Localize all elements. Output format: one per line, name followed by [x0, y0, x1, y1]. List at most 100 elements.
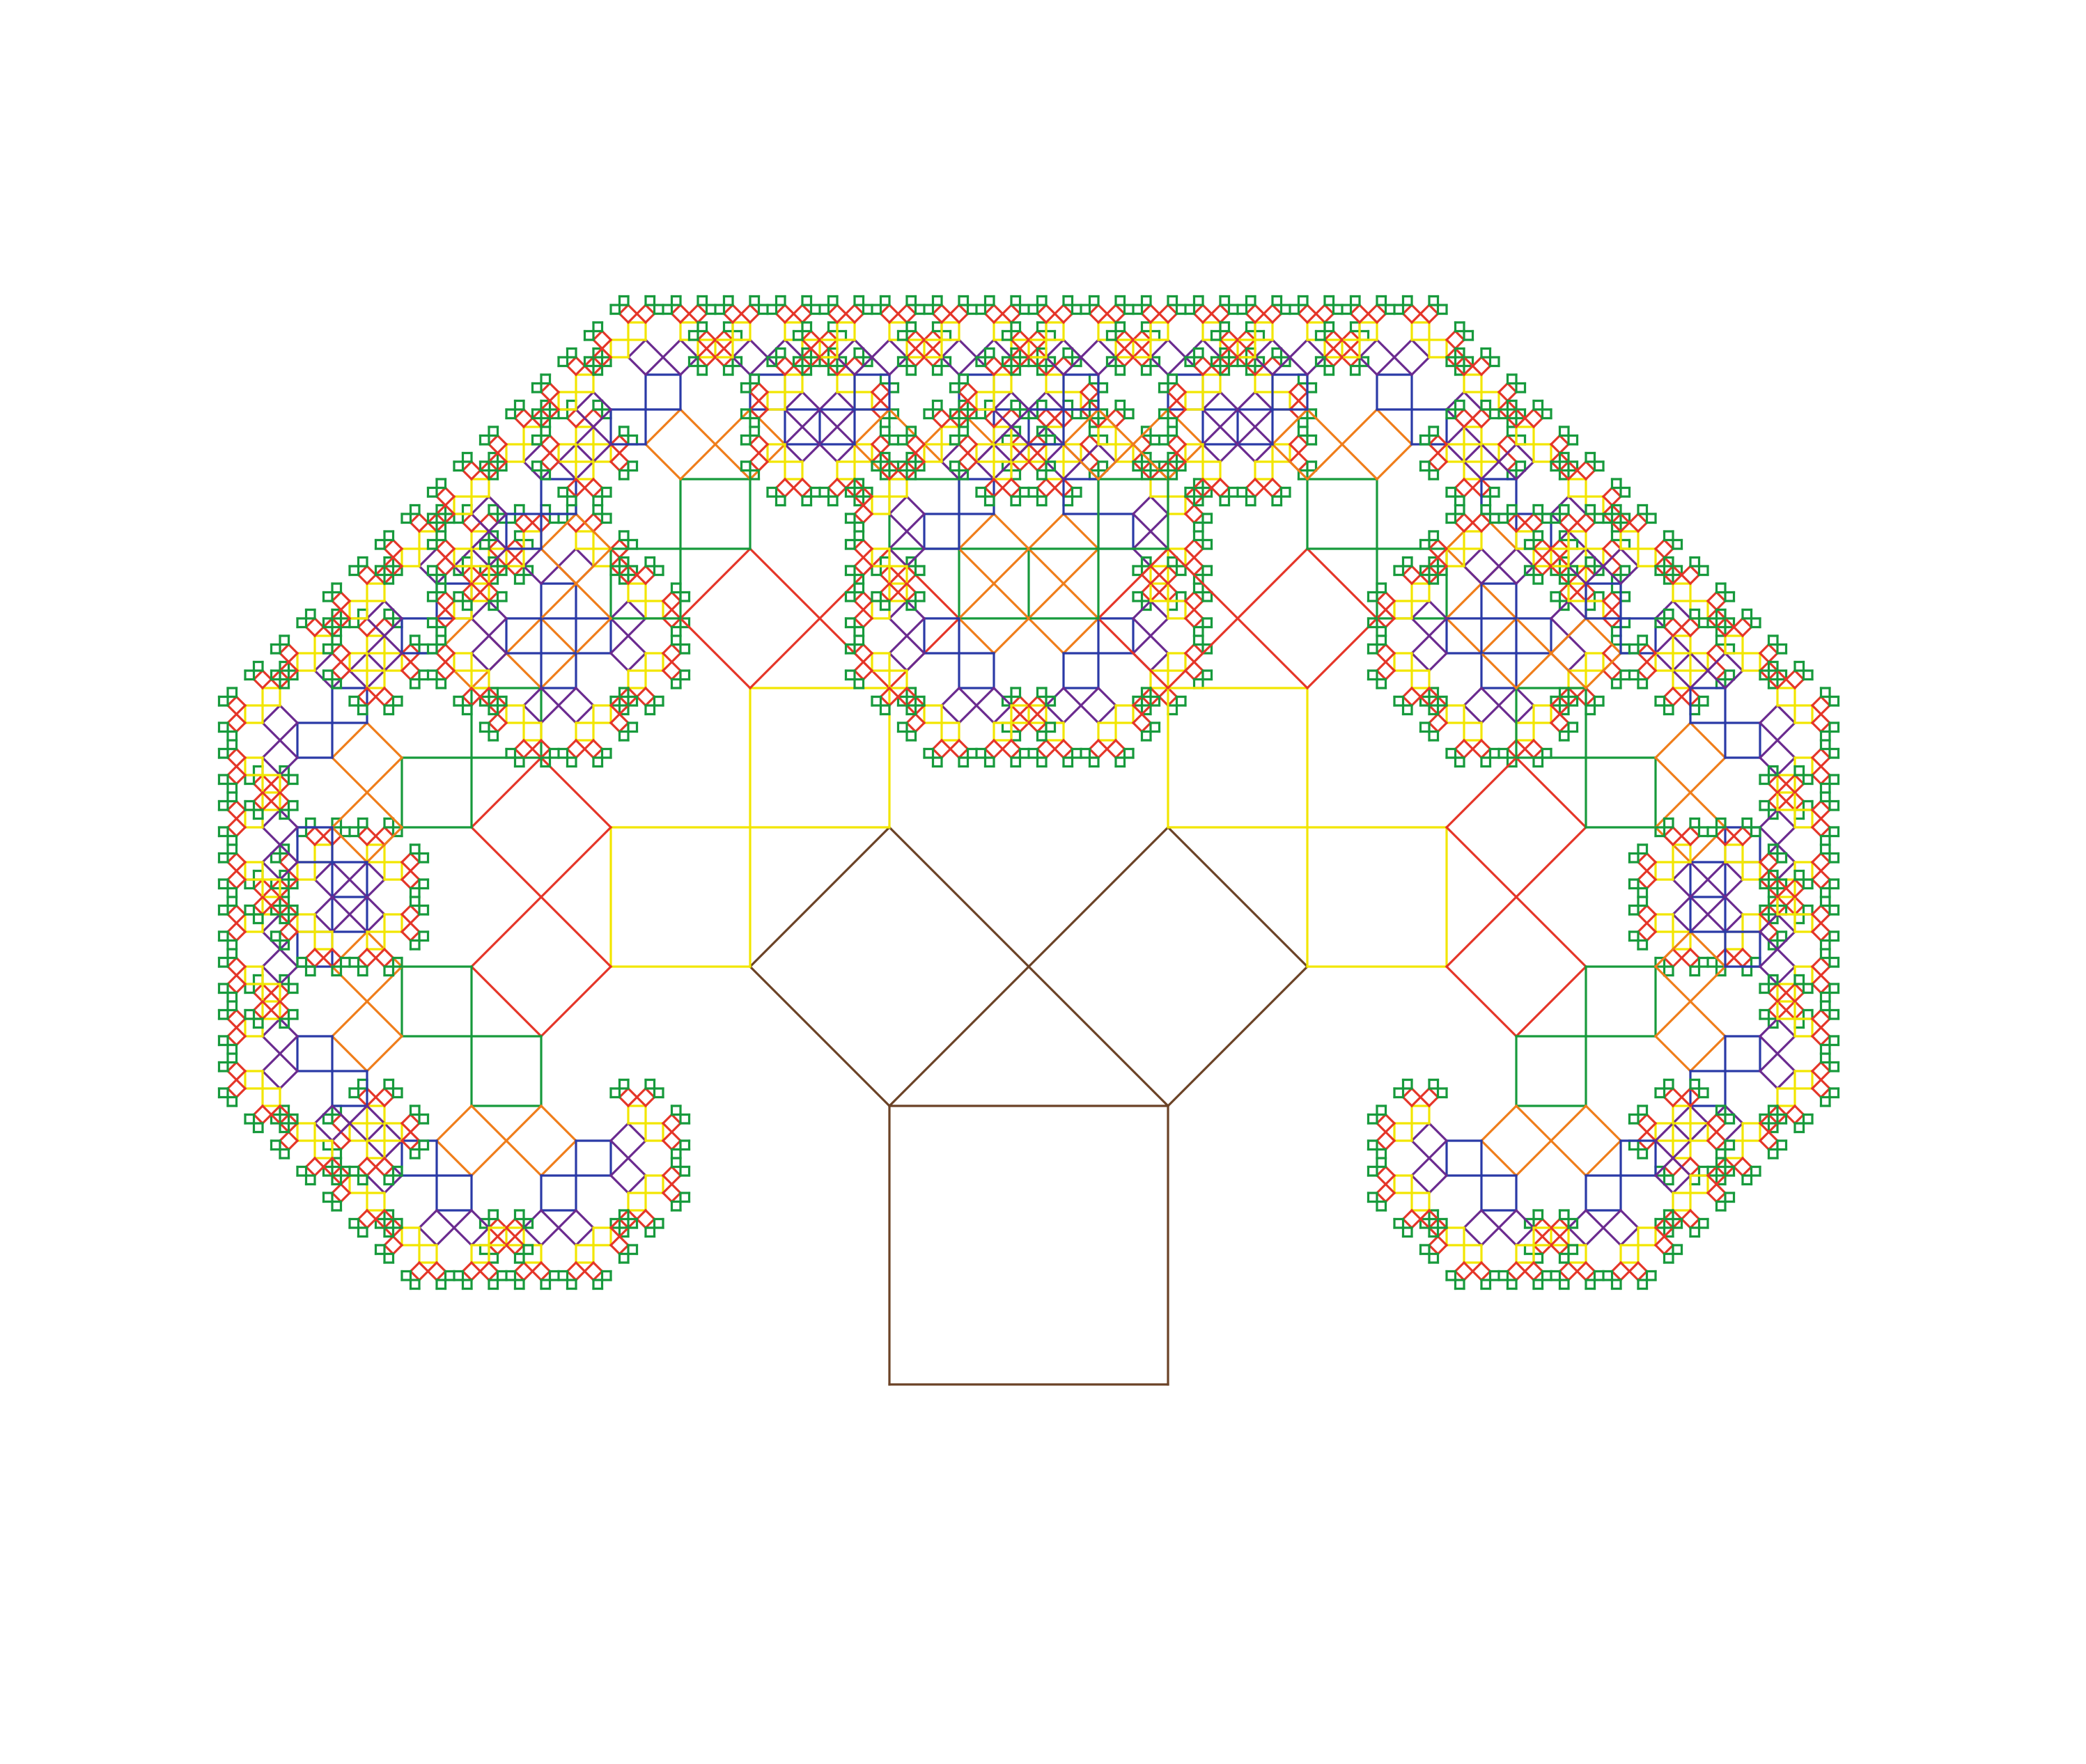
branch-segment	[713, 355, 726, 368]
branch-segment	[949, 747, 961, 760]
branch-segment	[1044, 390, 1066, 412]
branch-segment	[1044, 442, 1066, 464]
branch-segment	[487, 695, 499, 708]
branch-segment	[278, 721, 299, 742]
branch-segment	[1018, 338, 1031, 350]
branch-segment	[1009, 747, 1022, 760]
branch-segment	[775, 486, 787, 499]
branch-segment	[748, 382, 761, 394]
branch-segment	[1036, 451, 1048, 464]
branch-segment	[1044, 486, 1057, 499]
branch-segment	[949, 407, 961, 420]
branch-segment	[722, 338, 735, 350]
branch-segment	[661, 651, 674, 664]
branch-segment	[1044, 312, 1057, 325]
branch-segment	[382, 1086, 395, 1099]
branch-segment	[591, 1270, 604, 1282]
branch-segment	[887, 965, 1031, 1108]
branch-segment	[853, 355, 865, 368]
branch-segment	[879, 303, 892, 315]
branch-segment	[382, 547, 395, 559]
branch-segment	[374, 947, 387, 960]
branch-segment	[382, 616, 404, 638]
branch-segment	[870, 390, 882, 403]
branch-segment	[444, 494, 456, 507]
branch-segment	[382, 1095, 395, 1108]
branch-segment	[226, 904, 238, 916]
branch-segment	[931, 347, 944, 359]
branch-segment	[661, 355, 683, 377]
branch-segment	[469, 494, 491, 516]
branch-segment	[879, 382, 892, 394]
branch-segment	[609, 1217, 621, 1230]
branch-segment	[539, 703, 561, 725]
branch-segment	[809, 338, 822, 350]
branch-segment	[566, 521, 578, 533]
branch-segment	[278, 843, 299, 864]
branch-segment	[522, 442, 543, 464]
branch-segment	[626, 1156, 648, 1178]
branch-segment	[1270, 486, 1283, 499]
branch-segment	[853, 651, 865, 664]
branch-segment	[357, 956, 369, 969]
branch-segment	[504, 651, 543, 690]
branch-segment	[409, 1121, 421, 1134]
branch-segment	[330, 1165, 343, 1178]
branch-segment	[304, 625, 317, 638]
branch-segment	[556, 547, 578, 568]
branch-segment	[713, 329, 726, 342]
branch-segment	[775, 312, 787, 325]
branch-segment	[357, 1165, 369, 1178]
branch-segment	[1192, 538, 1205, 551]
branch-segment	[644, 1095, 656, 1108]
branch-segment	[591, 486, 604, 499]
branch-segment	[1183, 591, 1196, 603]
branch-segment	[444, 669, 456, 681]
branch-segment	[853, 407, 892, 446]
branch-segment	[1114, 355, 1126, 368]
branch-segment	[583, 486, 596, 499]
branch-segment	[600, 338, 613, 350]
branch-segment	[618, 573, 630, 586]
branch-segment	[1096, 703, 1118, 725]
branch-segment	[574, 390, 596, 412]
branch-segment	[1158, 312, 1170, 325]
branch-segment	[278, 825, 299, 847]
branch-segment	[862, 599, 874, 611]
branch-segment	[235, 1069, 247, 1082]
branch-segment	[435, 660, 447, 673]
branch-segment	[678, 407, 717, 446]
branch-segment	[539, 1139, 578, 1178]
branch-segment	[226, 860, 238, 873]
branch-segment	[1183, 616, 1196, 629]
branch-segment	[513, 407, 526, 420]
branch-segment	[539, 895, 613, 969]
branch-segment	[722, 355, 735, 368]
branch-segment	[260, 825, 282, 847]
branch-segment	[670, 312, 683, 325]
branch-segment	[905, 303, 917, 315]
branch-segment	[731, 303, 743, 315]
branch-segment	[260, 904, 273, 916]
branch-segment	[1096, 738, 1109, 751]
branch-segment	[513, 1235, 526, 1247]
branch-segment	[853, 312, 865, 325]
branch-segment	[600, 347, 613, 359]
branch-segment	[591, 425, 613, 446]
branch-segment	[827, 364, 839, 377]
branch-segment	[879, 695, 892, 708]
branch-segment	[609, 442, 621, 455]
branch-segment	[626, 695, 639, 708]
branch-segment	[983, 416, 996, 429]
branch-segment	[357, 573, 369, 586]
branch-segment	[1061, 477, 1074, 490]
branch-segment	[1166, 591, 1178, 603]
branch-segment	[374, 1208, 387, 1221]
branch-segment	[235, 712, 247, 725]
branch-segment	[1079, 442, 1091, 455]
branch-segment	[618, 721, 630, 733]
branch-segment	[539, 965, 613, 1038]
branch-segment	[260, 721, 282, 742]
branch-segment	[618, 303, 630, 315]
branch-segment	[1001, 303, 1013, 315]
